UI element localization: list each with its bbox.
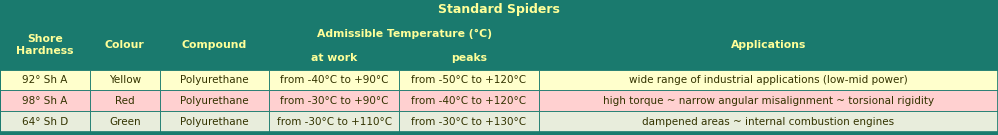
Bar xyxy=(0,111,90,132)
Bar xyxy=(539,21,998,70)
Text: Polyurethane: Polyurethane xyxy=(181,117,249,127)
Bar xyxy=(399,111,539,132)
Text: from -30°C to +90°C: from -30°C to +90°C xyxy=(280,96,388,106)
Text: from -40°C to +90°C: from -40°C to +90°C xyxy=(280,75,388,85)
Bar xyxy=(90,70,160,90)
Bar xyxy=(539,111,998,132)
Bar xyxy=(0,90,90,111)
Text: Red: Red xyxy=(115,96,135,106)
Text: from -30°C to +110°C: from -30°C to +110°C xyxy=(276,117,392,127)
Bar xyxy=(269,90,399,111)
Bar xyxy=(539,70,998,90)
Bar xyxy=(269,21,539,47)
Text: Shore
Hardness: Shore Hardness xyxy=(16,34,74,56)
Bar xyxy=(160,90,269,111)
Bar xyxy=(160,70,269,90)
Text: Compound: Compound xyxy=(182,40,248,50)
Text: from -50°C to +120°C: from -50°C to +120°C xyxy=(411,75,527,85)
Bar xyxy=(0,70,90,90)
Text: Applications: Applications xyxy=(731,40,806,50)
Bar xyxy=(269,111,399,132)
Text: Standard Spiders: Standard Spiders xyxy=(438,3,560,16)
Text: dampened areas ~ internal combustion engines: dampened areas ~ internal combustion eng… xyxy=(643,117,894,127)
Bar xyxy=(90,21,160,70)
Bar xyxy=(269,47,399,70)
Bar xyxy=(0,0,998,21)
Text: wide range of industrial applications (low-mid power): wide range of industrial applications (l… xyxy=(629,75,908,85)
Bar xyxy=(0,21,90,70)
Bar xyxy=(269,70,399,90)
Text: at work: at work xyxy=(311,53,357,63)
Bar xyxy=(539,90,998,111)
Text: 98° Sh A: 98° Sh A xyxy=(22,96,68,106)
Text: Colour: Colour xyxy=(105,40,145,50)
Bar xyxy=(399,90,539,111)
Bar xyxy=(160,21,269,70)
Text: peaks: peaks xyxy=(451,53,487,63)
Text: Yellow: Yellow xyxy=(109,75,141,85)
Bar xyxy=(90,111,160,132)
Text: Polyurethane: Polyurethane xyxy=(181,75,249,85)
Bar xyxy=(399,47,539,70)
Text: from -30°C to +130°C: from -30°C to +130°C xyxy=(411,117,527,127)
Bar xyxy=(160,111,269,132)
Text: 64° Sh D: 64° Sh D xyxy=(22,117,68,127)
Text: Polyurethane: Polyurethane xyxy=(181,96,249,106)
Text: Admissible Temperature (°C): Admissible Temperature (°C) xyxy=(316,29,492,39)
Text: high torque ~ narrow angular misalignment ~ torsional rigidity: high torque ~ narrow angular misalignmen… xyxy=(603,96,934,106)
Text: from -40°C to +120°C: from -40°C to +120°C xyxy=(411,96,527,106)
Text: 92° Sh A: 92° Sh A xyxy=(22,75,68,85)
Bar xyxy=(399,70,539,90)
Text: Green: Green xyxy=(109,117,141,127)
Bar xyxy=(90,90,160,111)
